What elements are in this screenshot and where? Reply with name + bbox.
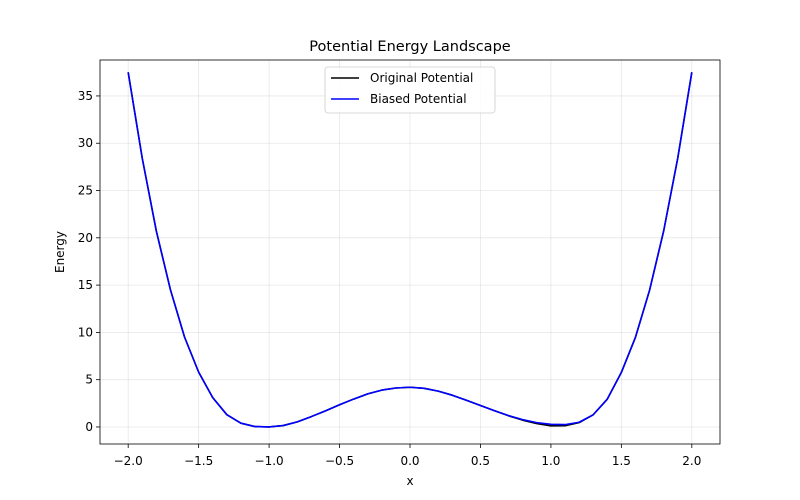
x-tick-label: −1.5 xyxy=(184,454,213,468)
x-tick-label: 1.5 xyxy=(612,454,631,468)
x-tick-label: −2.0 xyxy=(114,454,143,468)
y-tick-label: 10 xyxy=(78,325,93,339)
y-tick-label: 0 xyxy=(85,420,93,434)
series-line-biased xyxy=(127,72,693,428)
x-tick-label: 2.0 xyxy=(682,454,701,468)
series-lines xyxy=(127,72,693,428)
x-tick-label: 0.0 xyxy=(400,454,419,468)
legend-box xyxy=(324,66,496,114)
y-tick-label: 5 xyxy=(85,373,93,387)
x-tick-label: −0.5 xyxy=(325,454,354,468)
x-tick-label: 1.0 xyxy=(541,454,560,468)
y-tick-label: 20 xyxy=(78,231,93,245)
y-tick-label: 35 xyxy=(78,89,93,103)
y-tick-label: 30 xyxy=(78,136,93,150)
x-axis-label: x xyxy=(406,474,413,488)
y-tick-label: 15 xyxy=(78,278,93,292)
x-tick-label: −1.0 xyxy=(255,454,284,468)
y-axis-ticks: 0 5 10 15 20 25 30 35 xyxy=(78,89,100,434)
y-tick-label: 25 xyxy=(78,184,93,198)
x-axis-ticks: −2.0 −1.5 −1.0 −0.5 0.0 0.5 1.0 1.5 2.0 xyxy=(114,444,701,468)
legend-label-biased: Biased Potential xyxy=(370,92,467,106)
legend-label-original: Original Potential xyxy=(370,71,473,85)
y-axis-label: Energy xyxy=(53,231,67,273)
x-tick-label: 0.5 xyxy=(471,454,490,468)
chart-title: Potential Energy Landscape xyxy=(309,39,510,55)
legend: Original Potential Biased Potential xyxy=(324,66,496,114)
